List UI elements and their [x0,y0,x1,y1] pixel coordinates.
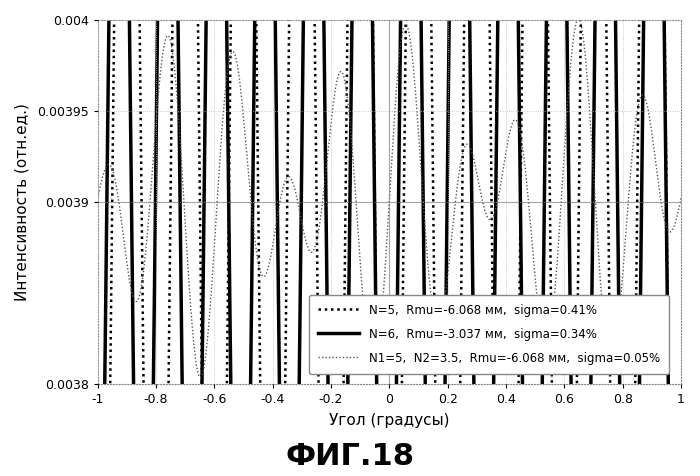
Y-axis label: Интенсивность (отн.ед.): Интенсивность (отн.ед.) [15,103,30,301]
N1=5,  N2=3.5,  Rmu=-6.068 мм,  sigma=0.05% [195,373,203,378]
Legend: N=5,  Rmu=-6.068 мм,  sigma=0.41%, N=6,  Rmu=-3.037 мм,  sigma=0.34%, N1=5,  N2=: N=5, Rmu=-6.068 мм, sigma=0.41%, N=6, Rm… [309,295,669,374]
N1=5,  N2=3.5,  Rmu=-6.068 мм,  sigma=0.05% [574,16,582,22]
Line: N1=5,  N2=3.5,  Rmu=-6.068 мм,  sigma=0.05%: N1=5, N2=3.5, Rmu=-6.068 мм, sigma=0.05% [98,19,681,377]
X-axis label: Угол (градусы): Угол (градусы) [329,413,449,427]
N=5,  Rmu=-6.068 мм,  sigma=0.41% [195,102,203,108]
N=5,  Rmu=-6.068 мм,  sigma=0.41% [342,90,351,96]
N=6,  Rmu=-3.037 мм,  sigma=0.34% [343,444,351,450]
N1=5,  N2=3.5,  Rmu=-6.068 мм,  sigma=0.05% [94,195,102,201]
Text: ФИГ.18: ФИГ.18 [286,442,414,471]
N1=5,  N2=3.5,  Rmu=-6.068 мм,  sigma=0.05% [677,195,685,201]
Line: N=6,  Rmu=-3.037 мм,  sigma=0.34%: N=6, Rmu=-3.037 мм, sigma=0.34% [98,0,681,476]
N1=5,  N2=3.5,  Rmu=-6.068 мм,  sigma=0.05% [317,207,326,212]
N1=5,  N2=3.5,  Rmu=-6.068 мм,  sigma=0.05% [343,91,351,97]
N1=5,  N2=3.5,  Rmu=-6.068 мм,  sigma=0.05% [160,42,169,48]
N1=5,  N2=3.5,  Rmu=-6.068 мм,  sigma=0.05% [196,375,204,380]
N1=5,  N2=3.5,  Rmu=-6.068 мм,  sigma=0.05% [603,347,611,353]
N=5,  Rmu=-6.068 мм,  sigma=0.41% [603,61,611,67]
N1=5,  N2=3.5,  Rmu=-6.068 мм,  sigma=0.05% [666,229,674,235]
Line: N=5,  Rmu=-6.068 мм,  sigma=0.41%: N=5, Rmu=-6.068 мм, sigma=0.41% [98,0,681,476]
